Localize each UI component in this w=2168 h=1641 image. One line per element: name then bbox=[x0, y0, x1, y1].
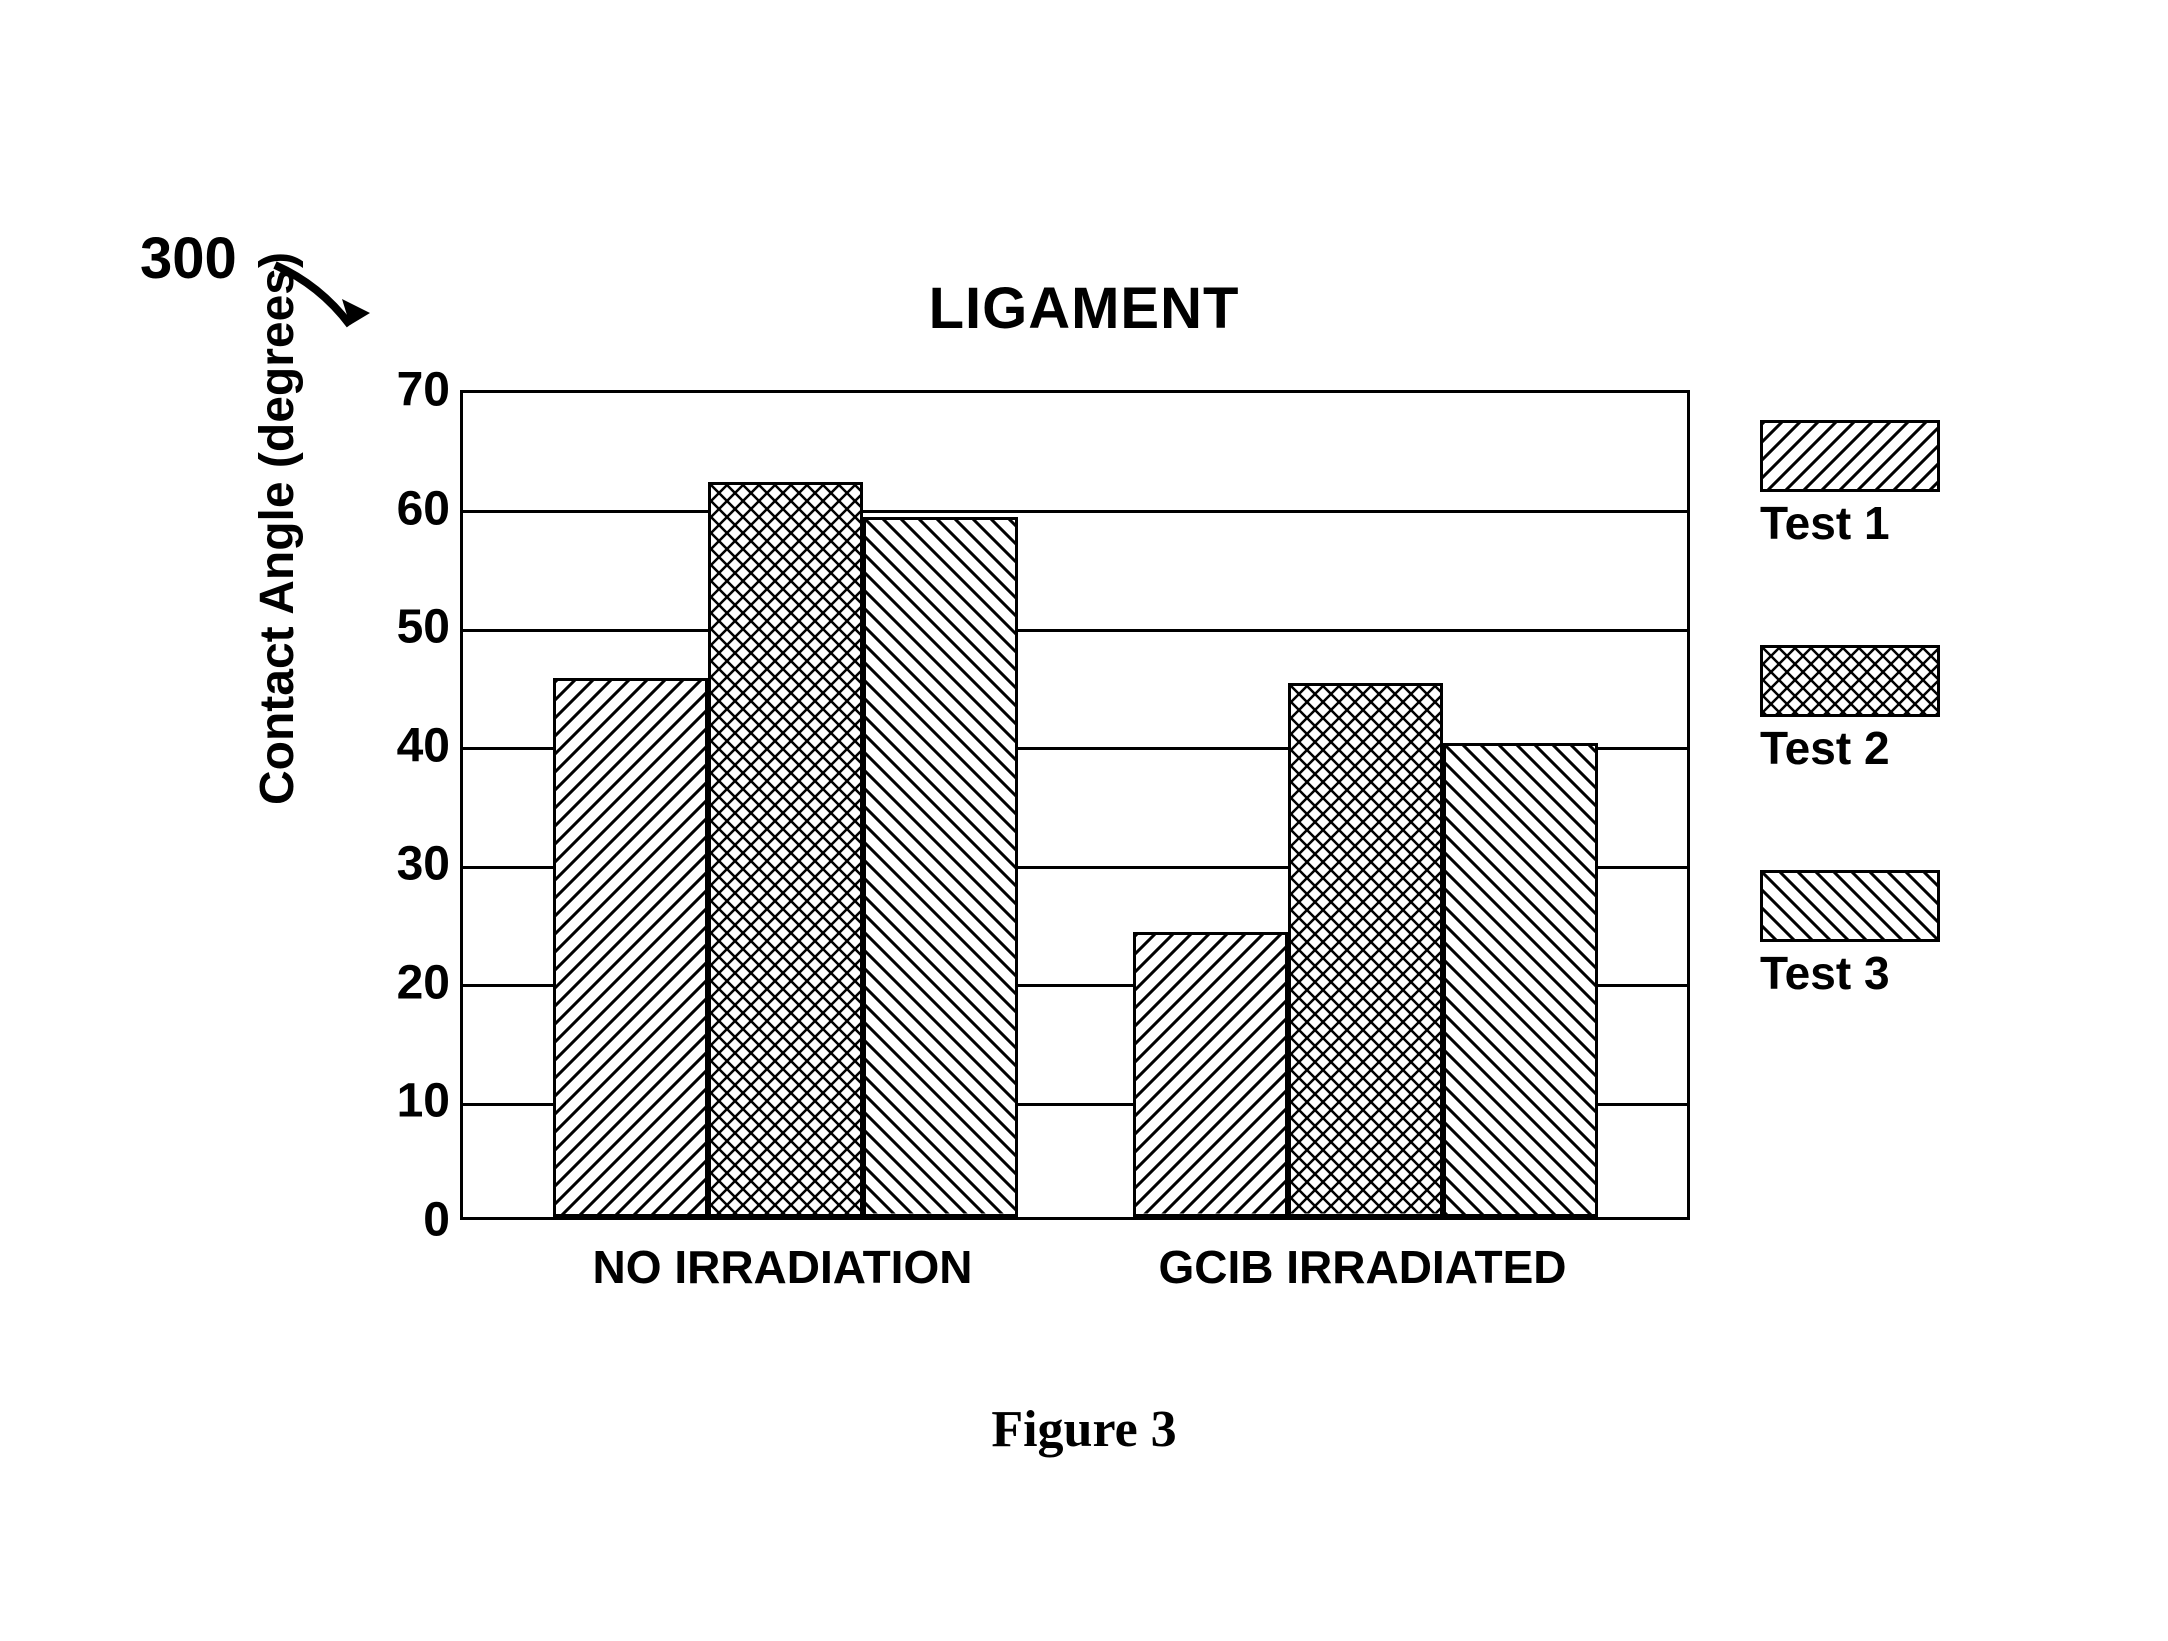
bar bbox=[708, 482, 863, 1217]
ytick-label: 70 bbox=[330, 363, 450, 418]
gridline bbox=[463, 629, 1687, 632]
legend-item: Test 2 bbox=[1760, 645, 1940, 775]
ytick-label: 0 bbox=[330, 1193, 450, 1248]
bar bbox=[1443, 743, 1598, 1217]
bar bbox=[1133, 932, 1288, 1217]
legend-swatch bbox=[1760, 420, 1940, 492]
plot-box bbox=[460, 390, 1690, 1220]
legend-swatch bbox=[1760, 645, 1940, 717]
ytick-label: 60 bbox=[330, 481, 450, 536]
x-category-label: NO IRRADIATION bbox=[483, 1240, 1083, 1294]
ytick-label: 50 bbox=[330, 600, 450, 655]
gridline bbox=[463, 510, 1687, 513]
ytick-label: 40 bbox=[330, 718, 450, 773]
legend-label: Test 1 bbox=[1760, 496, 1940, 550]
page: 30 0 LIGAMENT Contact Angle (degrees) 010… bbox=[0, 0, 2168, 1641]
legend-item: Test 1 bbox=[1760, 420, 1940, 550]
bar bbox=[1288, 683, 1443, 1217]
ytick-label: 30 bbox=[330, 837, 450, 892]
ytick-label: 20 bbox=[330, 955, 450, 1010]
plot-area: 010203040506070 bbox=[460, 390, 1690, 1220]
y-axis-label: Contact Angle (degrees) bbox=[250, 252, 305, 805]
legend-label: Test 2 bbox=[1760, 721, 1940, 775]
legend-swatch bbox=[1760, 870, 1940, 942]
bar bbox=[863, 517, 1018, 1217]
x-category-label: GCIB IRRADIATED bbox=[1063, 1240, 1663, 1294]
chart-title: LIGAMENT bbox=[0, 275, 2168, 342]
ytick-label: 10 bbox=[330, 1074, 450, 1129]
legend-label: Test 3 bbox=[1760, 946, 1940, 1000]
legend: Test 1 Test 2 Test 3 bbox=[1760, 420, 1940, 1095]
figure-caption: Figure 3 bbox=[0, 1400, 2168, 1459]
bar bbox=[553, 678, 708, 1218]
legend-item: Test 3 bbox=[1760, 870, 1940, 1000]
